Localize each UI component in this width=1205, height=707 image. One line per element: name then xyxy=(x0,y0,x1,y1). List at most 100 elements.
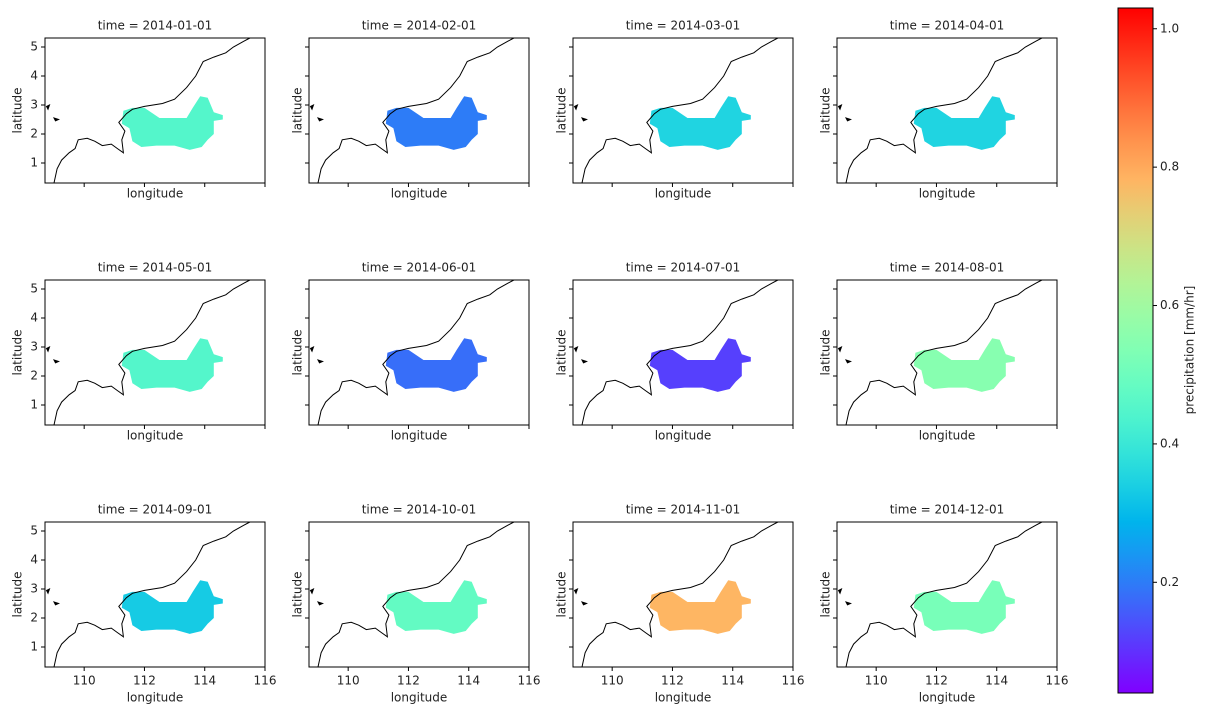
y-tick-label: 4 xyxy=(30,310,38,324)
island xyxy=(52,601,60,606)
panel-title: time = 2014-03-01 xyxy=(626,19,741,33)
x-tick-label: 110 xyxy=(601,674,624,688)
island xyxy=(309,588,315,595)
island xyxy=(580,359,588,364)
island xyxy=(45,346,51,353)
colorbar xyxy=(1117,7,1154,694)
map-panel: time = 2014-08-01 longitude latitude xyxy=(819,261,1058,443)
x-tick-label: 112 xyxy=(133,674,156,688)
precip-region xyxy=(385,338,487,392)
precip-region xyxy=(385,96,487,150)
island xyxy=(837,588,843,595)
panel-frame xyxy=(572,279,794,426)
x-tick-label: 114 xyxy=(193,674,216,688)
map-panel: time = 2014-05-01 1 2 3 4 5 longitude latitude xyxy=(11,261,266,443)
map-panel: time = 2014-02-01 longitude latitude xyxy=(291,19,530,201)
precip-region xyxy=(121,338,223,392)
y-tick-label: 3 xyxy=(30,581,38,595)
x-axis-label: longitude xyxy=(127,187,184,201)
island xyxy=(45,588,51,595)
coastline xyxy=(845,521,1043,668)
y-tick-label: 1 xyxy=(30,639,38,653)
panel-title: time = 2014-07-01 xyxy=(626,261,741,275)
map-panel: time = 2014-04-01 longitude latitude xyxy=(819,19,1058,201)
precip-region xyxy=(649,338,751,392)
map-panel: time = 2014-07-01 longitude latitude xyxy=(555,261,794,443)
panel-title: time = 2014-11-01 xyxy=(626,503,741,517)
x-tick-label: 116 xyxy=(254,674,277,688)
y-tick-label: 3 xyxy=(30,339,38,353)
map-panel: time = 2014-03-01 longitude latitude xyxy=(555,19,794,201)
coastline xyxy=(581,279,779,426)
y-axis-label: latitude xyxy=(819,87,833,133)
panel-frame xyxy=(44,521,266,668)
precip-region xyxy=(121,96,223,150)
island xyxy=(573,346,579,353)
x-axis-label: longitude xyxy=(919,187,976,201)
island xyxy=(316,601,324,606)
y-axis-label: latitude xyxy=(555,87,569,133)
panel-frame xyxy=(572,37,794,184)
precip-region xyxy=(649,96,751,150)
coastline xyxy=(845,279,1043,426)
y-tick-label: 5 xyxy=(30,39,38,53)
island xyxy=(580,601,588,606)
panel-frame xyxy=(308,37,530,184)
island xyxy=(844,601,852,606)
panel-title: time = 2014-02-01 xyxy=(362,19,477,33)
y-axis-label: latitude xyxy=(291,87,305,133)
x-axis-label: longitude xyxy=(391,187,448,201)
island xyxy=(52,359,60,364)
y-axis-label: latitude xyxy=(291,329,305,375)
y-axis-label: latitude xyxy=(555,571,569,617)
y-tick-label: 1 xyxy=(30,155,38,169)
island xyxy=(573,104,579,111)
panel-frame xyxy=(836,279,1058,426)
y-tick-label: 2 xyxy=(30,610,38,624)
colorbar-tick-label: 1.0 xyxy=(1160,21,1179,35)
precip-region xyxy=(913,338,1015,392)
x-tick-label: 114 xyxy=(985,674,1008,688)
island xyxy=(52,117,60,122)
coastline xyxy=(53,37,251,184)
colorbar-tick-label: 0.8 xyxy=(1160,160,1179,174)
y-axis-label: latitude xyxy=(11,329,25,375)
y-tick-label: 5 xyxy=(30,281,38,295)
y-axis-label: latitude xyxy=(555,329,569,375)
y-axis-label: latitude xyxy=(11,571,25,617)
panel-title: time = 2014-09-01 xyxy=(98,503,213,517)
coastline xyxy=(53,279,251,426)
precip-region xyxy=(649,580,751,634)
coastline xyxy=(317,279,515,426)
y-tick-label: 5 xyxy=(30,523,38,537)
panel-frame xyxy=(308,279,530,426)
x-axis-label: longitude xyxy=(391,691,448,705)
coastline xyxy=(581,37,779,184)
island xyxy=(844,359,852,364)
x-axis-label: longitude xyxy=(655,429,712,443)
map-panel: time = 2014-11-01 110 112 114 116 longitude la… xyxy=(555,503,805,705)
coastline xyxy=(317,37,515,184)
panel-title: time = 2014-05-01 xyxy=(98,261,213,275)
x-tick-label: 110 xyxy=(337,674,360,688)
precip-region xyxy=(913,96,1015,150)
coastline xyxy=(53,521,251,668)
x-tick-label: 110 xyxy=(73,674,96,688)
map-panel: time = 2014-06-01 longitude latitude xyxy=(291,261,530,443)
map-panel: time = 2014-01-01 1 2 3 4 5 longitude latitude xyxy=(11,19,266,201)
island xyxy=(580,117,588,122)
x-axis-label: longitude xyxy=(919,429,976,443)
x-tick-label: 110 xyxy=(865,674,888,688)
island xyxy=(45,104,51,111)
panel-title: time = 2014-08-01 xyxy=(890,261,1005,275)
x-tick-label: 112 xyxy=(397,674,420,688)
panel-frame xyxy=(836,521,1058,668)
y-tick-label: 3 xyxy=(30,97,38,111)
x-tick-label: 114 xyxy=(457,674,480,688)
x-axis-label: longitude xyxy=(391,429,448,443)
panel-title: time = 2014-04-01 xyxy=(890,19,1005,33)
y-axis-label: latitude xyxy=(819,329,833,375)
panel-title: time = 2014-10-01 xyxy=(362,503,477,517)
y-tick-label: 4 xyxy=(30,68,38,82)
colorbar-tick-label: 0.6 xyxy=(1160,298,1179,312)
